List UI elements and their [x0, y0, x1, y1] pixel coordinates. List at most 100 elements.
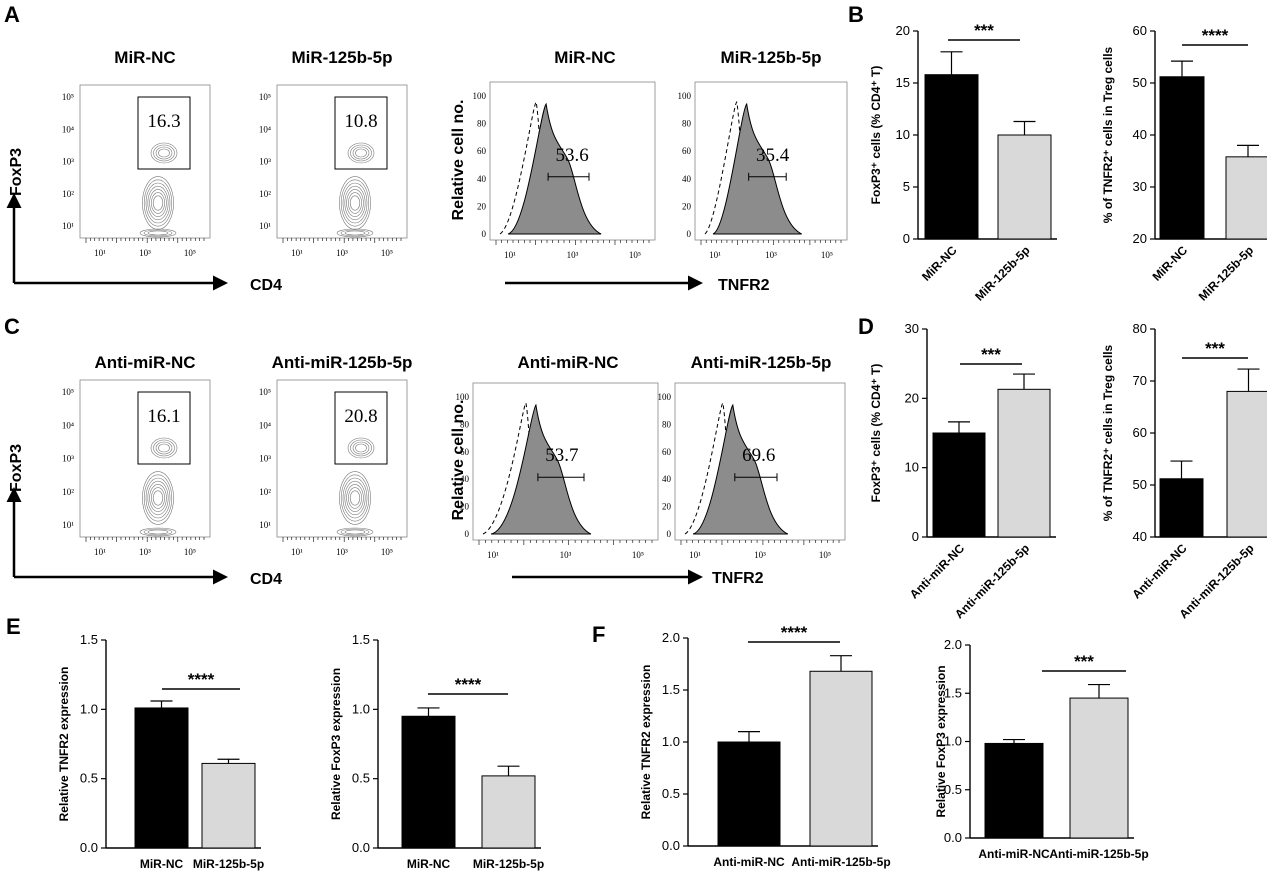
bar: [984, 742, 1044, 839]
contour-line: [158, 443, 170, 453]
y-tick-label: 1.5: [944, 685, 962, 700]
gate-box: [334, 391, 388, 465]
category-label: MiR-NC: [407, 857, 451, 871]
contour-line: [336, 527, 374, 537]
bar: [201, 762, 256, 849]
contour-line: [149, 484, 167, 512]
flow-panel-title: Anti-miR-125b-5p: [272, 353, 413, 372]
relative-cell-axis-label-a: Relative cell no.: [450, 100, 467, 221]
tnfr2-axis-label-a: TNFR2: [718, 277, 770, 294]
contour-line: [147, 529, 169, 535]
significance-stars: ***: [974, 21, 994, 40]
flow-plot-frame: [79, 84, 211, 239]
x-ticks: [282, 238, 402, 243]
y-tick-label: 0.0: [352, 840, 370, 855]
significance-stars: ****: [1202, 26, 1229, 45]
contour-line: [352, 146, 370, 160]
bar: [401, 715, 456, 849]
x-tick-label: 10⁵: [381, 248, 393, 258]
contour-line: [352, 441, 370, 455]
contour-line: [348, 192, 362, 214]
bar: [924, 74, 979, 240]
contour-line: [153, 439, 175, 457]
bar-chart: 0 5 10 15 20 FoxP3⁺ cells (% CD4⁺ T) MiR-NC MiR…: [869, 21, 1057, 304]
category-label: Anti-miR-NC: [978, 847, 1050, 861]
bar: [1069, 697, 1129, 839]
flow-panel-title: Anti-miR-NC: [517, 353, 618, 372]
y-tick-label: 40: [1133, 529, 1147, 544]
bar: [997, 388, 1051, 538]
foxp3-axis-label-a: FoxP3: [8, 148, 25, 196]
y-tick-label: 0: [912, 529, 919, 544]
contour-line: [340, 229, 370, 237]
contour-line: [155, 146, 173, 160]
flow-plot-frame: [276, 379, 408, 538]
contour-line: [139, 527, 177, 537]
y-tick-label: 1.5: [662, 682, 680, 697]
contour-line: [142, 176, 174, 230]
gate-percentage: 20.8: [344, 406, 377, 427]
y-tick-label: 80: [662, 419, 672, 429]
contour-line: [150, 437, 178, 459]
contour-line: [347, 437, 375, 459]
category-label: Anti-miR-125b-5p: [1176, 541, 1256, 621]
significance-stars: ****: [455, 675, 482, 694]
contour-line: [152, 195, 164, 211]
y-tick-label: 60: [460, 447, 470, 457]
contour-line: [143, 474, 173, 522]
contour-line: [145, 477, 171, 519]
y-tick-label: 100: [473, 91, 487, 101]
panel-label-d: D: [858, 314, 874, 339]
category-label: MiR-125b-5p: [972, 243, 1032, 303]
contour-line: [143, 179, 173, 227]
contour-line: [340, 528, 370, 536]
x-tick-label: 10⁵: [184, 248, 196, 258]
y-tick-label: 0.0: [662, 838, 680, 853]
contour-line: [339, 176, 371, 230]
contour-line: [346, 484, 364, 512]
contour-line: [346, 189, 364, 217]
y-tick-label: 0.5: [662, 786, 680, 801]
flow-panel: MiR-125b-5p 10¹ 10³ 10⁵ 100 80 60 40 20 0 35.4: [678, 48, 848, 260]
category-label: MiR-NC: [140, 857, 184, 871]
y-axis-label: Relative TNFR2 expression: [57, 667, 71, 822]
contour-line: [155, 441, 173, 455]
category-label: Anti-miR-NC: [907, 541, 968, 602]
flow-panel-title: MiR-125b-5p: [291, 48, 392, 67]
y-tick-label: 20: [905, 390, 919, 405]
y-tick-label: 10: [896, 127, 910, 142]
y-tick-label: 60: [682, 146, 692, 156]
y-axis-label: Relative FoxP3 expression: [934, 665, 948, 817]
y-tick-label: 10²: [259, 487, 271, 497]
y-tick-label: 0.5: [944, 782, 962, 797]
y-tick-label: 40: [1133, 127, 1147, 142]
foxp3-axis-label-c: FoxP3: [8, 444, 25, 492]
contour-line: [344, 185, 366, 221]
significance-stars: ***: [981, 345, 1001, 364]
contour-line: [350, 439, 372, 457]
flow-panels: MiR-NC 10¹ 10³ 10⁵ 10⁵ 10⁴ 10³ 10² 10¹ 16.3 MiR-12…: [62, 48, 848, 560]
flow-panel-title: MiR-125b-5p: [720, 48, 821, 67]
flow-panel: Anti-miR-NC 10¹ 10³ 10⁵ 100 80 60 40 20 0 53.7: [456, 353, 659, 560]
flow-panel: MiR-125b-5p 10¹ 10³ 10⁵ 10⁵ 10⁴ 10³ 10² 10¹ 10.8: [259, 48, 408, 258]
x-tick-label: 10³: [567, 250, 579, 260]
category-label: MiR-NC: [919, 243, 960, 284]
significance-stars: ****: [188, 670, 215, 689]
y-tick-label: 1.0: [80, 701, 98, 716]
flow-plot-frame: [674, 382, 846, 541]
bar: [717, 741, 781, 847]
panel-label-b: B: [848, 2, 864, 27]
y-tick-label: 10⁵: [62, 92, 74, 102]
contour-line: [349, 490, 361, 506]
panel-label-e: E: [6, 614, 21, 639]
gate-percentage: 10.8: [344, 111, 377, 132]
contour-line: [139, 228, 177, 238]
tnfr2-histogram: [692, 403, 789, 535]
y-tick-label: 80: [682, 119, 692, 129]
x-ticks: [85, 238, 205, 243]
x-tick-label: 10¹: [709, 250, 721, 260]
y-axis-label: % of TNFR2⁺ cells in Treg cells: [1101, 46, 1115, 223]
y-tick-label: 60: [662, 447, 672, 457]
bar: [481, 775, 536, 849]
y-tick-label: 40: [682, 174, 692, 184]
